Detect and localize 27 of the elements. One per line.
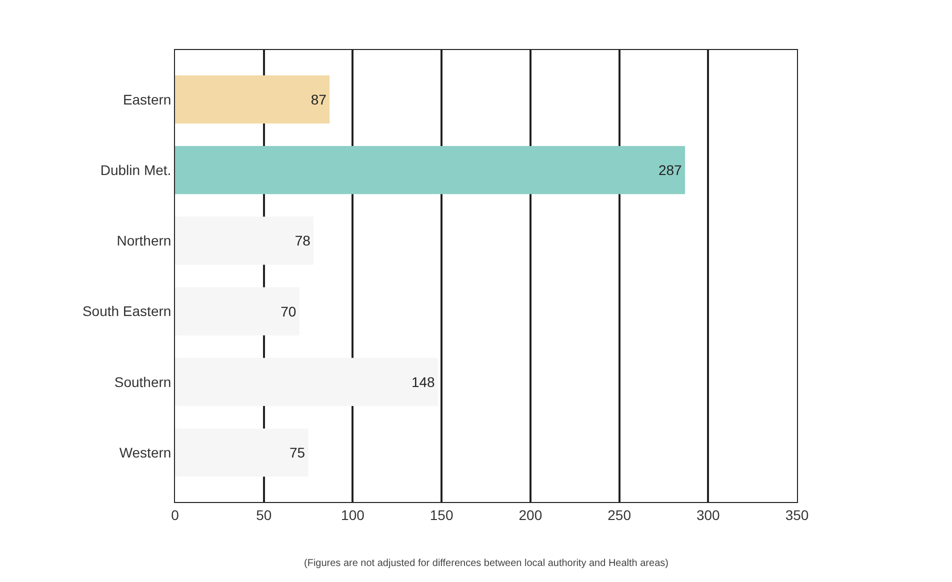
x-tick-label: 150 [430, 506, 454, 523]
data-label: 78 [294, 232, 311, 249]
data-label: 70 [280, 303, 296, 320]
bar [175, 287, 300, 336]
y-tick-label: Northern [116, 232, 172, 249]
y-tick-label: Southern [114, 374, 172, 390]
x-tick-label: 50 [256, 506, 272, 523]
bar [175, 75, 330, 124]
x-tick-label: 0 [171, 506, 180, 523]
x-tick-label: 100 [341, 506, 365, 523]
bar [175, 428, 308, 477]
x-tick-label: 350 [785, 506, 809, 523]
x-tick-label: 250 [608, 506, 632, 523]
text: (Figures are not adjusted for differences between local authority and Health areas) [304, 558, 668, 569]
bar [175, 216, 314, 265]
y-tick-label: Eastern [122, 91, 172, 108]
bar [175, 358, 438, 406]
x-tick-label: 200 [518, 506, 542, 523]
data-label: 287 [658, 162, 682, 178]
data-label: 148 [411, 374, 436, 390]
y-tick-label: South Eastern [82, 303, 172, 320]
data-label: 87 [310, 91, 327, 108]
data-label: 75 [290, 444, 306, 461]
y-tick-label: Dublin Met. [100, 162, 172, 178]
bar [175, 146, 686, 194]
y-tick-label: Western [119, 444, 172, 460]
x-tick-label: 300 [696, 506, 720, 523]
